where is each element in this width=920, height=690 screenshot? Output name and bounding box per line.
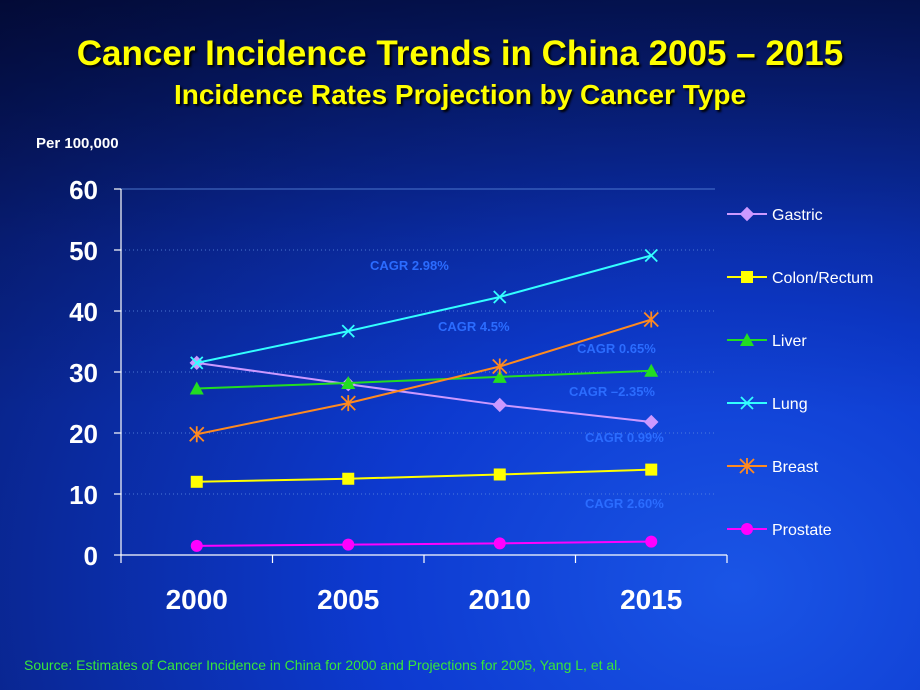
- data-point-liver: [189, 381, 204, 395]
- legend-label: Breast: [772, 459, 819, 476]
- y-tick-label: 10: [69, 480, 98, 510]
- data-point-liver: [492, 369, 507, 383]
- data-point-prostate: [493, 537, 506, 550]
- data-point-gastric: [492, 397, 507, 413]
- data-point-lung: [644, 248, 658, 263]
- legend-marker: [740, 396, 754, 410]
- data-point-liver: [644, 363, 659, 377]
- data-point-liver: [341, 375, 356, 389]
- legend-label: Lung: [772, 396, 808, 413]
- series-line-breast: [196, 318, 652, 436]
- y-tick-label: 40: [69, 297, 98, 327]
- legend-marker: [741, 523, 753, 535]
- legend-label: Gastric: [772, 207, 823, 224]
- y-tick-label: 0: [84, 541, 98, 571]
- data-point-breast: [643, 311, 659, 328]
- legend-marker: [739, 206, 755, 222]
- legend-label: Colon/Rectum: [772, 270, 873, 287]
- data-point-gastric: [644, 414, 659, 430]
- data-point-breast: [189, 426, 205, 443]
- y-tick-label: 20: [69, 419, 98, 449]
- data-point-breast: [492, 358, 508, 375]
- y-tick-label: 30: [69, 358, 98, 388]
- series-line-lung: [196, 254, 652, 364]
- cagr-annotation: CAGR 0.65%: [577, 341, 656, 356]
- data-point-colon-rectum: [342, 472, 355, 485]
- chart-title: Cancer Incidence Trends in China 2005 – …: [76, 34, 844, 73]
- x-tick-label: 2015: [620, 584, 682, 615]
- legend-label: Liver: [772, 333, 807, 350]
- data-point-lung: [493, 290, 507, 304]
- data-point-prostate: [645, 535, 658, 548]
- series-line-prostate: [196, 540, 652, 547]
- legend-label: Prostate: [772, 522, 832, 539]
- cagr-annotation: CAGR 0.99%: [585, 430, 664, 445]
- y-tick-label: 60: [69, 175, 98, 205]
- y-axis-unit-label: Per 100,000: [36, 135, 119, 152]
- source-note: Source: Estimates of Cancer Incidence in…: [24, 657, 622, 673]
- data-point-colon-rectum: [190, 475, 203, 488]
- data-point-colon-rectum: [645, 463, 658, 476]
- series-line-gastric: [196, 361, 652, 424]
- data-point-lung: [341, 324, 355, 338]
- y-tick-label: 50: [69, 236, 98, 266]
- cagr-annotation: CAGR 2.98%: [370, 258, 449, 273]
- x-tick-label: 2010: [469, 584, 531, 615]
- chart-subtitle: Incidence Rates Projection by Cancer Typ…: [173, 79, 747, 110]
- cagr-annotation: CAGR 2.60%: [585, 496, 664, 511]
- data-point-colon-rectum: [493, 468, 506, 481]
- x-tick-label: 2005: [317, 584, 379, 615]
- x-tick-label: 2000: [166, 584, 228, 615]
- legend-marker: [739, 458, 755, 474]
- data-point-lung: [190, 356, 204, 370]
- series-line-colon-rectum: [196, 468, 652, 483]
- legend-marker: [740, 333, 754, 346]
- data-point-prostate: [190, 539, 203, 552]
- legend-marker: [741, 271, 753, 283]
- cagr-annotation: CAGR 4.5%: [438, 319, 510, 334]
- cagr-annotation: CAGR –2.35%: [569, 384, 655, 399]
- data-point-prostate: [342, 538, 355, 551]
- series-line-liver: [196, 369, 652, 390]
- data-point-breast: [340, 395, 356, 412]
